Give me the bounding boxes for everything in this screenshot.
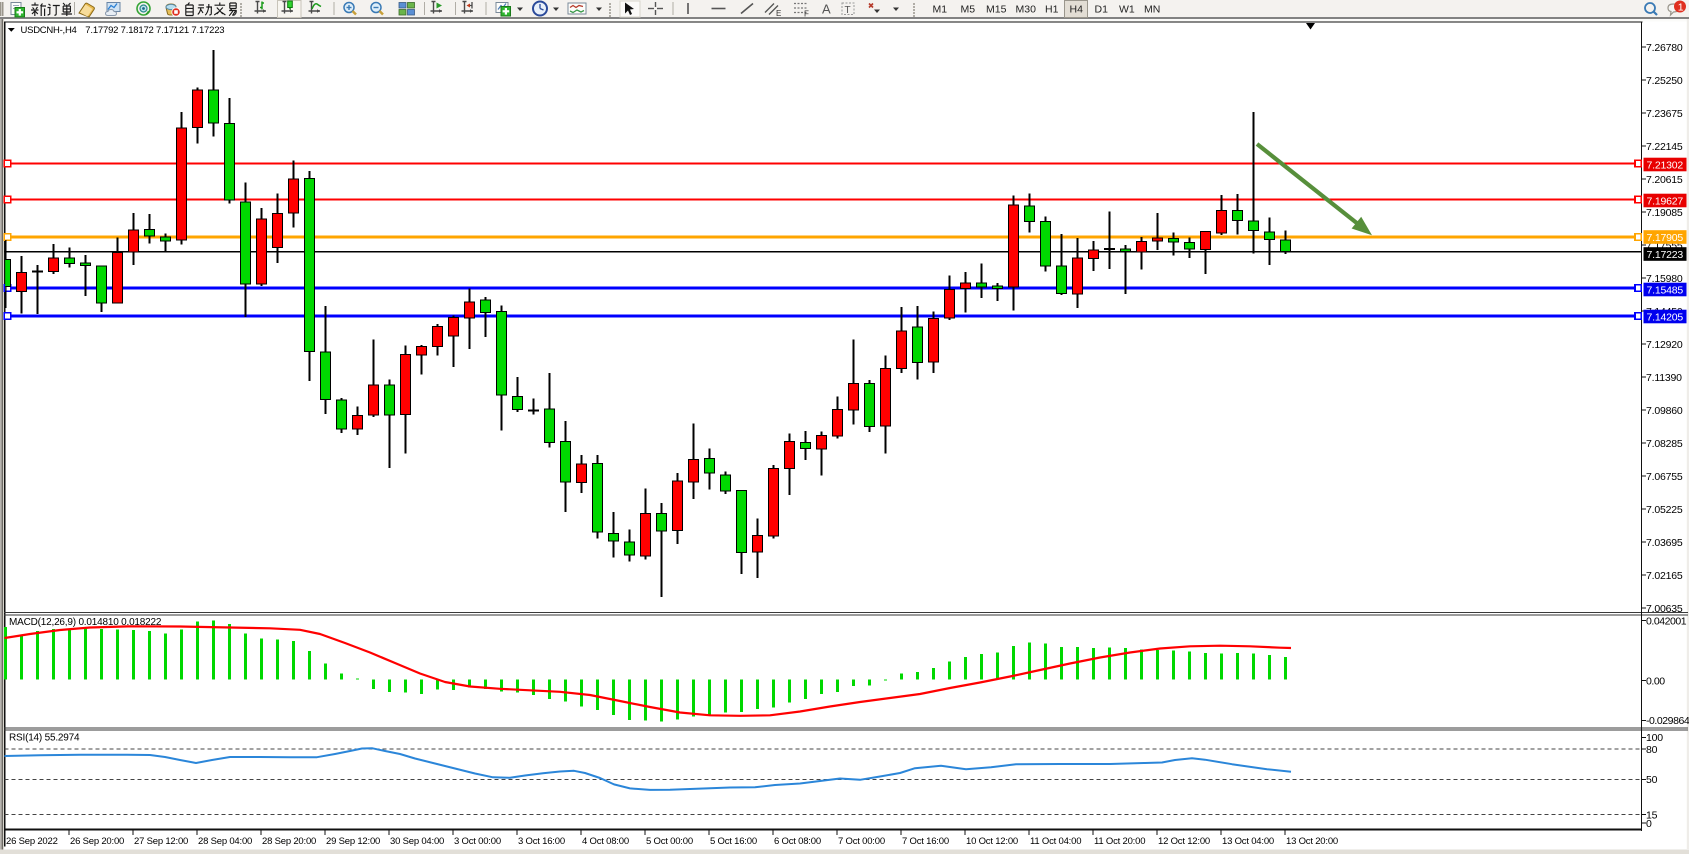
svg-text:MACD(12,26,9) 0.014810 0.01822: MACD(12,26,9) 0.014810 0.018222 — [9, 617, 162, 628]
svg-text:USDCNH-,H4: USDCNH-,H4 — [21, 25, 77, 36]
svg-text:7.06755: 7.06755 — [1646, 471, 1683, 483]
svg-text:7.20615: 7.20615 — [1646, 174, 1683, 186]
svg-text:7.15485: 7.15485 — [1647, 284, 1684, 296]
svg-text:5 Oct 00:00: 5 Oct 00:00 — [646, 836, 693, 847]
svg-text:1: 1 — [1678, 2, 1684, 14]
svg-text:7.08285: 7.08285 — [1646, 438, 1683, 450]
svg-text:M30: M30 — [1016, 4, 1037, 16]
svg-text:7.23675: 7.23675 — [1646, 108, 1683, 120]
svg-text:7.15980: 7.15980 — [1646, 273, 1683, 285]
svg-text:7.02165: 7.02165 — [1646, 570, 1683, 582]
svg-text:10 Oct 12:00: 10 Oct 12:00 — [966, 836, 1018, 847]
svg-text:7.09860: 7.09860 — [1646, 405, 1683, 417]
svg-text:50: 50 — [1646, 774, 1658, 786]
svg-text:F: F — [804, 10, 809, 19]
svg-text:RSI(14) 55.2974: RSI(14) 55.2974 — [9, 733, 80, 744]
svg-text:5 Oct 16:00: 5 Oct 16:00 — [710, 836, 757, 847]
svg-text:7.00635: 7.00635 — [1646, 603, 1683, 615]
svg-text:7.17792 7.18172 7.17121 7.1722: 7.17792 7.18172 7.17121 7.17223 — [85, 25, 224, 36]
svg-text:M1: M1 — [933, 4, 948, 16]
svg-text:T: T — [845, 5, 851, 16]
svg-text:7.22145: 7.22145 — [1646, 141, 1683, 153]
svg-text:7.05225: 7.05225 — [1646, 504, 1683, 516]
svg-text:-0.029864: -0.029864 — [1646, 715, 1689, 727]
svg-text:26 Sep 20:00: 26 Sep 20:00 — [70, 836, 124, 847]
svg-text:H4: H4 — [1070, 4, 1084, 16]
svg-text:0: 0 — [1646, 818, 1652, 830]
svg-text:H1: H1 — [1045, 4, 1059, 16]
svg-text:7 Oct 00:00: 7 Oct 00:00 — [838, 836, 885, 847]
svg-text:0.00: 0.00 — [1646, 675, 1665, 687]
svg-text:13 Oct 04:00: 13 Oct 04:00 — [1222, 836, 1274, 847]
svg-text:7.25250: 7.25250 — [1646, 75, 1683, 87]
svg-text:27 Sep 12:00: 27 Sep 12:00 — [134, 836, 188, 847]
svg-text:4 Oct 08:00: 4 Oct 08:00 — [582, 836, 629, 847]
svg-text:80: 80 — [1646, 744, 1658, 756]
svg-text:7.14205: 7.14205 — [1647, 311, 1684, 323]
svg-text:M15: M15 — [986, 4, 1007, 16]
svg-text:26 Sep 2022: 26 Sep 2022 — [6, 836, 58, 847]
svg-text:7.17223: 7.17223 — [1647, 249, 1684, 261]
svg-text:3 Oct 16:00: 3 Oct 16:00 — [518, 836, 565, 847]
svg-text:12 Oct 12:00: 12 Oct 12:00 — [1158, 836, 1210, 847]
svg-text:A: A — [822, 2, 831, 17]
svg-text:7.03695: 7.03695 — [1646, 537, 1683, 549]
svg-text:7 Oct 16:00: 7 Oct 16:00 — [902, 836, 949, 847]
svg-text:3 Oct 00:00: 3 Oct 00:00 — [454, 836, 501, 847]
svg-text:7.26780: 7.26780 — [1646, 42, 1683, 54]
svg-text:7.19085: 7.19085 — [1646, 207, 1683, 219]
svg-text:7.11390: 7.11390 — [1646, 372, 1682, 384]
svg-text:W1: W1 — [1119, 4, 1135, 16]
svg-text:28 Sep 20:00: 28 Sep 20:00 — [262, 836, 316, 847]
svg-text:7.17905: 7.17905 — [1647, 232, 1684, 244]
svg-text:M5: M5 — [961, 4, 976, 16]
svg-text:13 Oct 20:00: 13 Oct 20:00 — [1286, 836, 1338, 847]
svg-text:E: E — [776, 9, 781, 18]
svg-text:28 Sep 04:00: 28 Sep 04:00 — [198, 836, 252, 847]
svg-text:D1: D1 — [1095, 4, 1109, 16]
svg-text:100: 100 — [1646, 732, 1663, 744]
svg-text:7.19627: 7.19627 — [1647, 195, 1684, 207]
svg-text:29 Sep 12:00: 29 Sep 12:00 — [326, 836, 380, 847]
svg-text:30 Sep 04:00: 30 Sep 04:00 — [390, 836, 444, 847]
svg-text:0.042001: 0.042001 — [1646, 615, 1687, 627]
svg-text:6 Oct 08:00: 6 Oct 08:00 — [774, 836, 821, 847]
svg-text:11 Oct 04:00: 11 Oct 04:00 — [1030, 836, 1081, 847]
svg-text:11 Oct 20:00: 11 Oct 20:00 — [1094, 836, 1145, 847]
svg-text:15: 15 — [1646, 809, 1658, 821]
svg-text:7.21302: 7.21302 — [1647, 159, 1684, 171]
svg-text:MN: MN — [1144, 4, 1160, 16]
svg-text:7.12920: 7.12920 — [1646, 339, 1683, 351]
